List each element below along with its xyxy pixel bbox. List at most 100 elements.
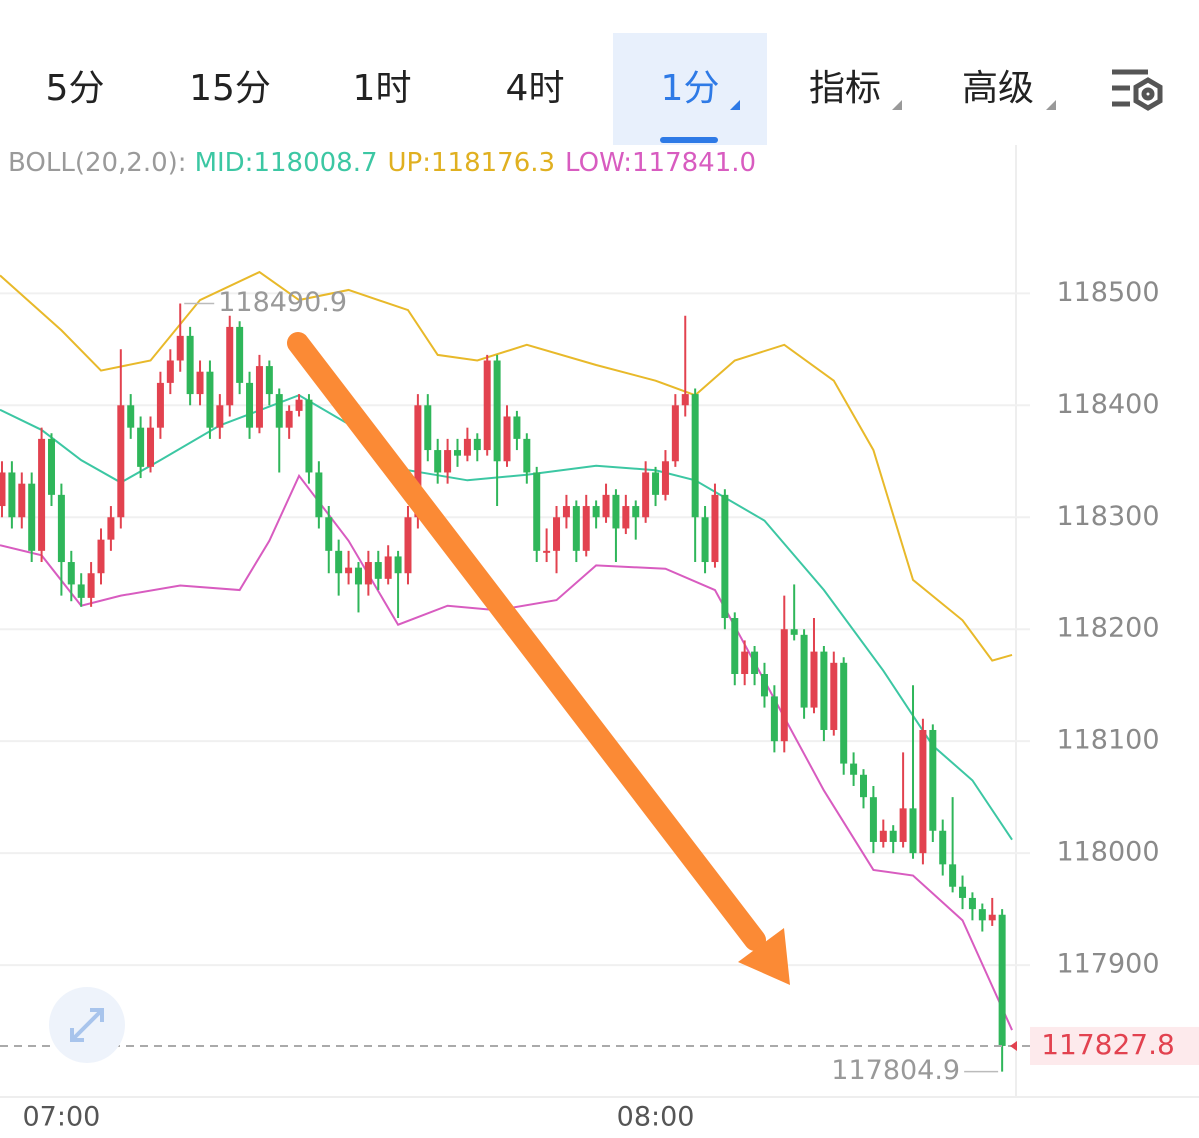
- legend-label: BOLL(20,2.0):: [8, 148, 187, 178]
- y-tick-label: 117900: [1056, 949, 1159, 980]
- candle-body: [543, 550, 551, 553]
- candle-body: [285, 410, 293, 428]
- max-label: 118490.9: [218, 287, 347, 318]
- candle-body: [354, 567, 362, 585]
- candle-body: [919, 729, 927, 854]
- candle-body: [572, 506, 580, 551]
- candle-body: [176, 335, 184, 361]
- y-tick-label: 118200: [1056, 613, 1159, 644]
- candle-body: [869, 797, 877, 842]
- candle-body: [711, 494, 719, 563]
- expand-button[interactable]: [49, 987, 125, 1063]
- candle-body: [364, 562, 372, 585]
- candle-body: [335, 550, 343, 574]
- candle-body: [860, 774, 868, 798]
- candle-body: [612, 494, 620, 529]
- candle-body: [394, 556, 402, 574]
- candle-body: [493, 360, 501, 462]
- trend-arrow: [287, 332, 790, 985]
- candle-body: [315, 472, 323, 518]
- candle-body: [137, 427, 145, 467]
- y-tick-label: 118400: [1056, 389, 1159, 420]
- last-price-box: [1030, 1026, 1199, 1065]
- candle-body: [602, 494, 610, 518]
- candle-body: [582, 506, 590, 551]
- tab[interactable]: 高级: [962, 68, 1034, 109]
- candle-body: [661, 461, 669, 495]
- candle-body: [820, 651, 828, 730]
- candle-body: [830, 662, 838, 730]
- dropdown-caret: [892, 100, 902, 110]
- candle-body: [265, 366, 273, 395]
- tab[interactable]: 5分: [46, 68, 105, 109]
- candle-body: [988, 914, 996, 921]
- candle-body: [414, 405, 422, 518]
- candle-body: [453, 450, 461, 456]
- candle-body: [117, 405, 125, 518]
- candle-body: [800, 634, 808, 708]
- candle-body: [909, 808, 917, 854]
- candle-body: [0, 472, 6, 507]
- candle-body: [731, 618, 739, 675]
- y-tick-label: 118100: [1056, 725, 1159, 756]
- candle-body: [206, 371, 214, 428]
- candle-body: [780, 629, 788, 742]
- plot: 118490.9 117804.9: [0, 270, 1030, 1086]
- candle-body: [463, 438, 471, 456]
- candle-body: [226, 326, 234, 406]
- x-tick-label: 08:00: [617, 1102, 695, 1133]
- candle-body: [246, 382, 254, 428]
- dropdown-caret: [730, 100, 740, 110]
- tab[interactable]: 指标: [809, 68, 881, 109]
- candle-body: [721, 494, 729, 619]
- candle-body: [196, 371, 204, 395]
- candle-body: [949, 864, 957, 887]
- candle-body: [968, 897, 976, 910]
- candle-body: [404, 517, 412, 574]
- settings-icon[interactable]: [1112, 69, 1163, 111]
- candle-body: [681, 394, 689, 406]
- tab[interactable]: 15分: [189, 68, 271, 109]
- tab[interactable]: 4时: [506, 68, 565, 109]
- candle-body: [216, 405, 224, 428]
- candle-body: [97, 539, 105, 574]
- candle-body: [889, 830, 897, 842]
- candle-body: [325, 517, 333, 551]
- candle-body: [87, 573, 95, 598]
- last-price-label: 117827.8: [1041, 1028, 1175, 1061]
- tab-active[interactable]: 1分: [661, 68, 720, 109]
- candle-body: [57, 494, 65, 563]
- candle-body: [236, 326, 244, 383]
- candle-body: [186, 335, 194, 395]
- active-tab-indicator: [660, 137, 718, 143]
- candle-body: [8, 472, 16, 518]
- candle-body: [77, 584, 85, 598]
- candle-body: [255, 366, 263, 428]
- bollinger-line: [0, 473, 1013, 1031]
- last-price-pointer: [1010, 1040, 1017, 1051]
- indicator-legend: BOLL(20,2.0): MID:118008.7 UP:118176.3 LOW:…: [8, 148, 756, 178]
- candle-body: [959, 886, 967, 898]
- candle-body: [67, 562, 75, 585]
- candle-body: [850, 763, 858, 775]
- candle-body: [28, 483, 36, 551]
- tab[interactable]: 1时: [353, 68, 412, 109]
- candle-body: [929, 729, 937, 831]
- candle-body: [166, 360, 174, 383]
- legend-low: LOW:117841.0: [565, 148, 756, 178]
- candle-body: [147, 427, 155, 467]
- candle-body: [444, 450, 452, 473]
- candle-body: [998, 914, 1006, 1046]
- candle-body: [434, 450, 442, 473]
- candle-body: [275, 394, 283, 428]
- candle-body: [562, 506, 570, 518]
- candle-body: [345, 567, 353, 574]
- candle-body: [18, 483, 26, 518]
- candle-body: [47, 438, 55, 495]
- candle-body: [513, 416, 521, 439]
- candle-body: [879, 830, 887, 842]
- candle-body: [671, 405, 679, 462]
- candle-body: [741, 651, 749, 675]
- candle-body: [374, 562, 382, 579]
